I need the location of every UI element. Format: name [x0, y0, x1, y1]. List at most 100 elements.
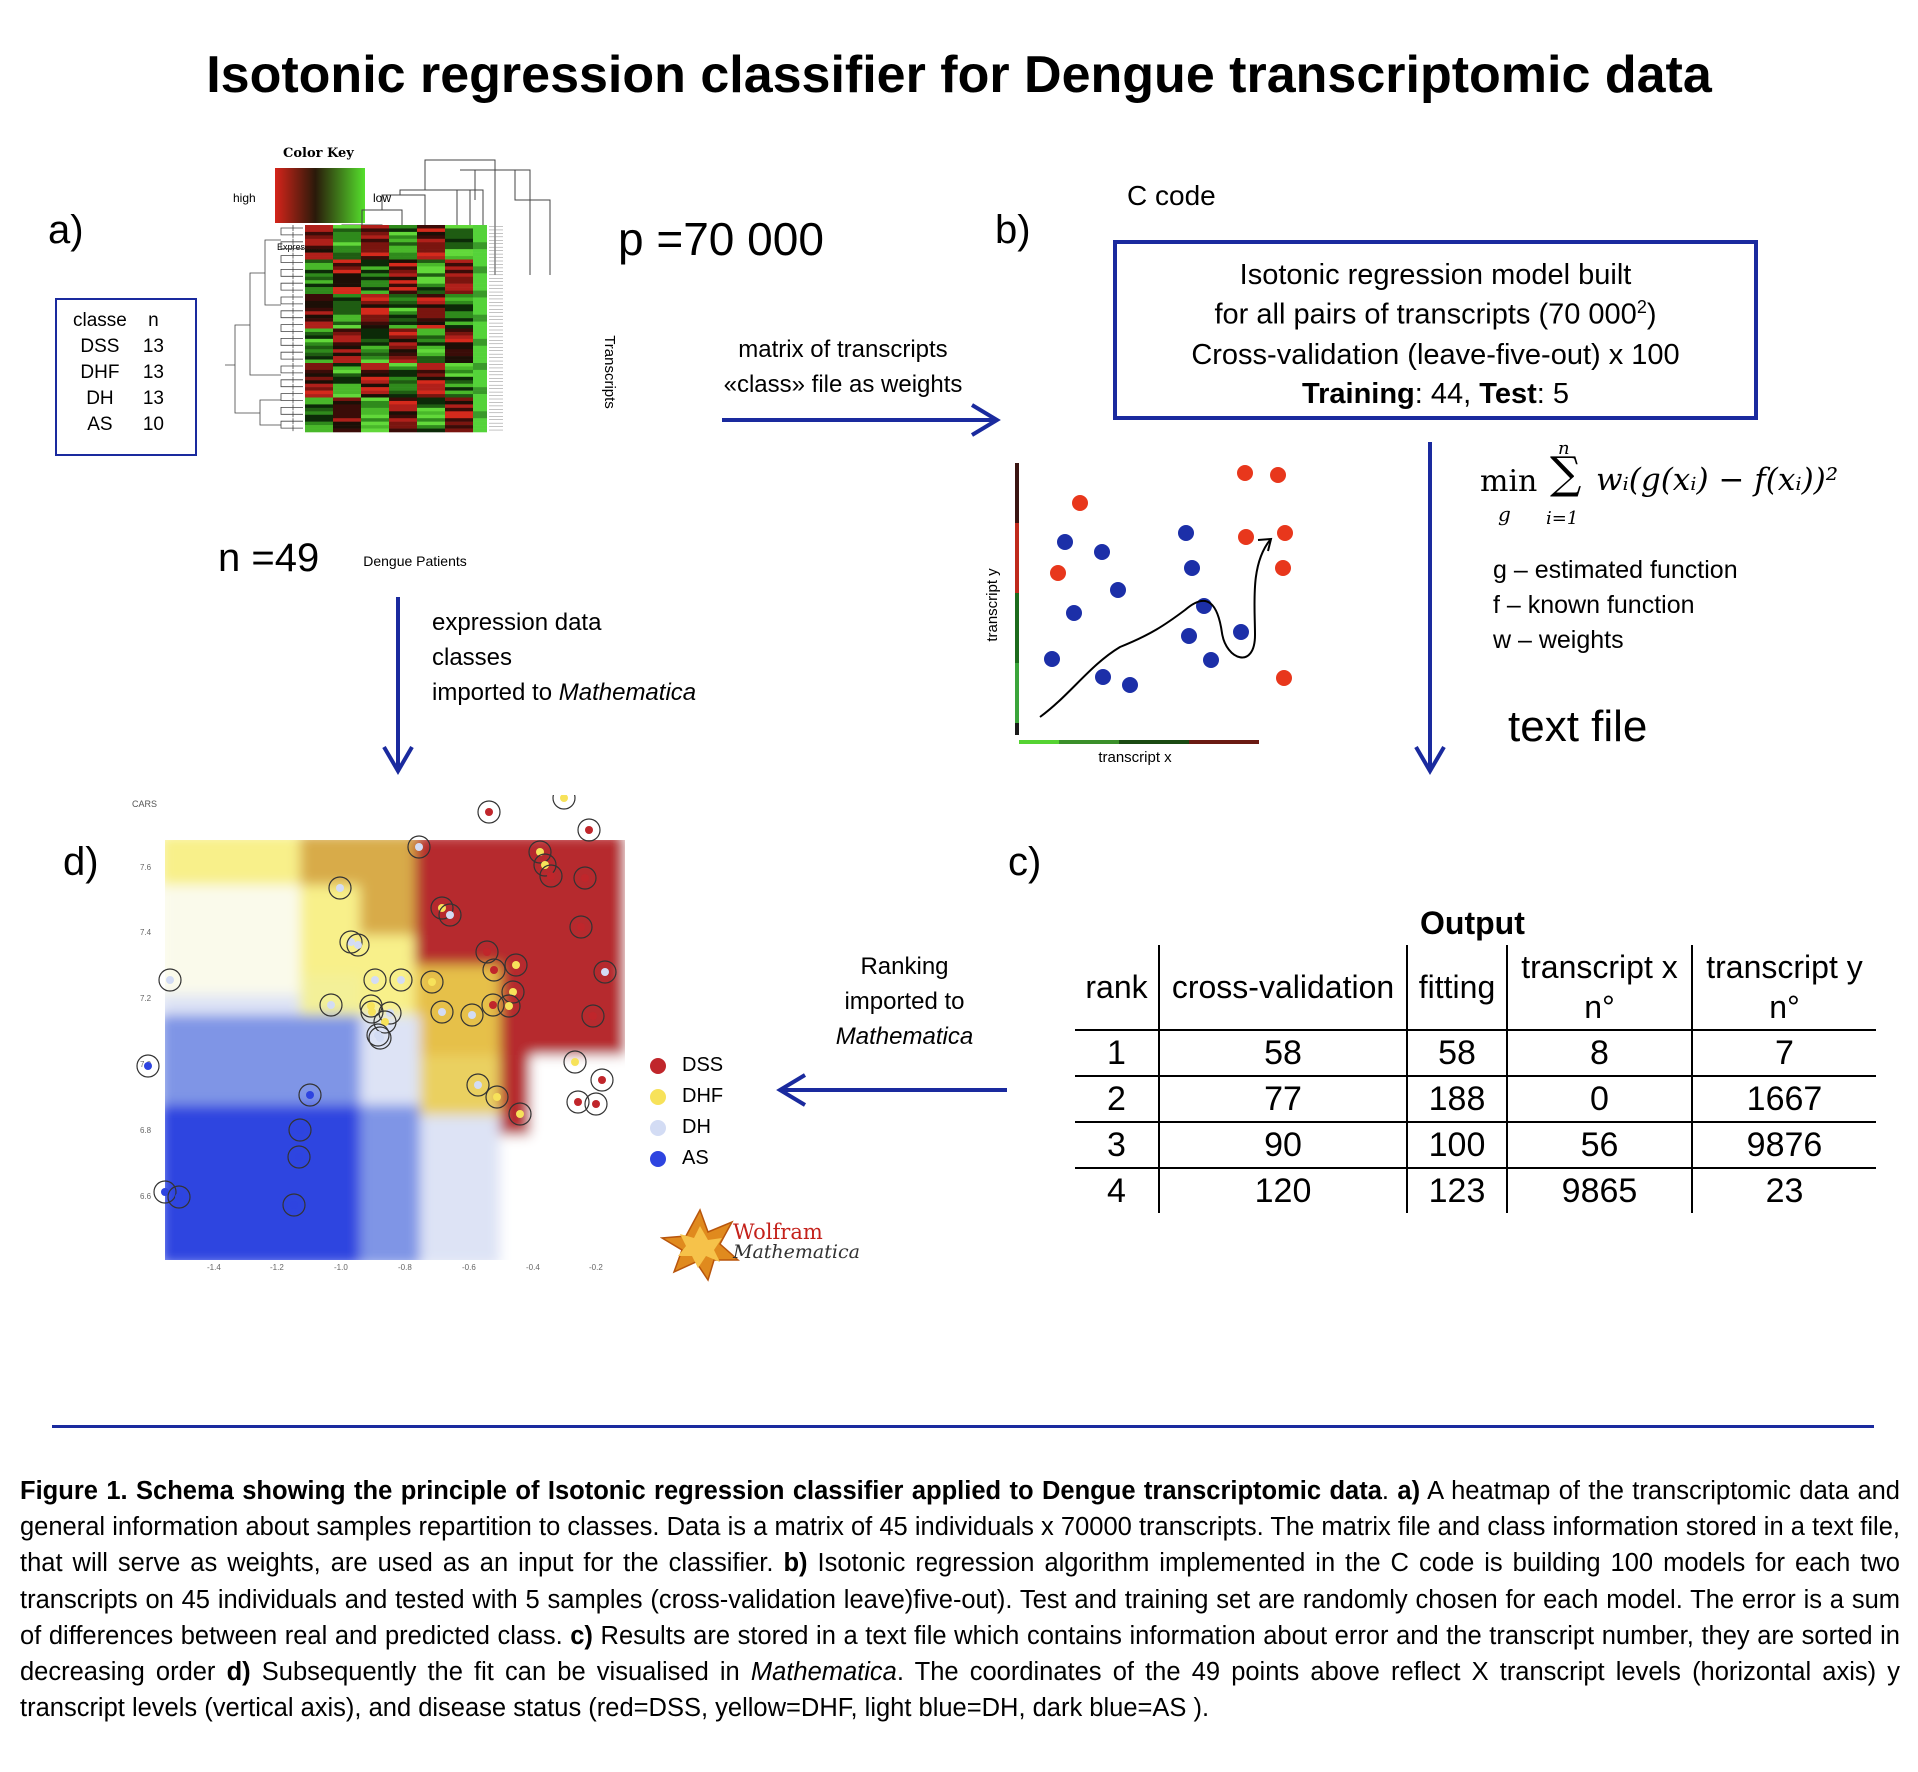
heatmap-cell	[361, 260, 389, 264]
heatmap-cell	[361, 353, 389, 357]
heatmap-cell	[389, 284, 417, 288]
cell-rank: 2	[1075, 1076, 1159, 1122]
plot-point	[589, 1012, 597, 1020]
def-w: w – weights	[1493, 623, 1738, 658]
scatter-dot	[1276, 670, 1292, 686]
scatter-dot	[1066, 605, 1082, 621]
heatmap-cell	[445, 373, 473, 377]
plot-point	[327, 1001, 335, 1009]
heatmap-cell	[389, 342, 417, 346]
classification-regions	[160, 835, 630, 1265]
dendro-branch	[281, 394, 293, 401]
heatmap-cell	[389, 411, 417, 415]
heatmap-cell	[333, 297, 361, 301]
heatmap-cell	[473, 370, 487, 374]
heatmap-cell	[417, 263, 445, 267]
heatmap-cell	[473, 373, 487, 377]
heatmap-cell	[417, 318, 445, 322]
heatmap-cell	[389, 242, 417, 246]
heatmap-cell	[445, 301, 473, 305]
plot-point	[290, 1201, 298, 1209]
scatter-dot	[1233, 624, 1249, 640]
heatmap-cell	[361, 263, 389, 267]
plot-point	[175, 1193, 183, 1201]
heatmap-cell	[473, 232, 487, 236]
x-tick-label: -0.6	[462, 1263, 476, 1272]
heatmap-cell	[445, 294, 473, 298]
formula-min: min	[1480, 464, 1537, 499]
heatmap-cell	[445, 287, 473, 291]
heatmap-cell	[389, 394, 417, 398]
heatmap-cell	[333, 304, 361, 308]
heatmap-cell	[305, 235, 333, 239]
heatmap-cell	[333, 387, 361, 391]
col-transcript-y: transcript y n°	[1692, 945, 1876, 1030]
dendro-branch	[293, 253, 303, 259]
heatmap-cell	[361, 325, 389, 329]
dendro-branch	[281, 325, 293, 332]
heatmap-cell	[473, 349, 487, 353]
heatmap-cell	[445, 297, 473, 301]
heatmap-cell	[305, 253, 333, 257]
heatmap-cell	[361, 225, 389, 229]
scatter-dot	[1122, 677, 1138, 693]
dendro-branch	[281, 407, 293, 414]
scatter-dot	[1178, 525, 1194, 541]
heatmap-cell	[361, 356, 389, 360]
heatmap-cell	[473, 270, 487, 274]
heatmap-cell	[473, 387, 487, 391]
heatmap-cell	[361, 273, 389, 277]
dendro-branch	[293, 411, 303, 417]
heatmap-cell	[473, 256, 487, 260]
heatmap-cell	[473, 342, 487, 346]
heatmap-cell	[389, 308, 417, 312]
dhf-dot-icon	[650, 1089, 666, 1105]
heatmap-cell	[473, 418, 487, 422]
heatmap-cell	[305, 356, 333, 360]
heatmap-cell	[417, 366, 445, 370]
heatmap-cell	[389, 366, 417, 370]
heatmap-cell	[333, 332, 361, 336]
heatmap-cell	[389, 287, 417, 291]
heatmap-cell	[361, 266, 389, 270]
heatmap-cell	[333, 242, 361, 246]
scatter-dot	[1095, 669, 1111, 685]
heatmap-cell	[473, 260, 487, 264]
heatmap-cell	[417, 315, 445, 319]
heatmap-cell	[389, 228, 417, 232]
heatmap-cell	[305, 291, 333, 295]
cell-cv: 77	[1159, 1076, 1407, 1122]
plot-point	[493, 1093, 501, 1101]
heatmap-cell	[389, 373, 417, 377]
scatter-dot	[1184, 560, 1200, 576]
class-name: DH	[65, 386, 135, 412]
plot-point	[336, 884, 344, 892]
heatmap-cell	[473, 315, 487, 319]
x-tick-label: -0.8	[398, 1263, 412, 1272]
heatmap-cell	[473, 266, 487, 270]
heatmap-cell	[473, 311, 487, 315]
cell-ty: 23	[1692, 1168, 1876, 1213]
heatmap-cell	[389, 297, 417, 301]
heatmap-cell	[417, 294, 445, 298]
heatmap-cell	[333, 360, 361, 364]
scatter-dot	[1072, 495, 1088, 511]
heatmap-cell	[445, 273, 473, 277]
heatmap-x-label: Dengue Patients	[363, 553, 467, 569]
dendro-branch	[281, 366, 293, 373]
heatmap-cell	[417, 429, 445, 433]
heatmap-cell	[389, 270, 417, 274]
heatmap-cell	[361, 308, 389, 312]
heatmap-cell	[389, 280, 417, 284]
heatmap-cell	[305, 339, 333, 343]
heatmap-cell	[417, 277, 445, 281]
class-count: 13	[135, 386, 172, 412]
heatmap-cell	[333, 429, 361, 433]
heatmap-cell	[473, 263, 487, 267]
heatmap-cell	[333, 377, 361, 381]
plot-point	[386, 1009, 394, 1017]
heatmap-cell	[417, 242, 445, 246]
heatmap-cell	[333, 335, 361, 339]
heatmap-cell	[473, 411, 487, 415]
heatmap-cell	[333, 228, 361, 232]
